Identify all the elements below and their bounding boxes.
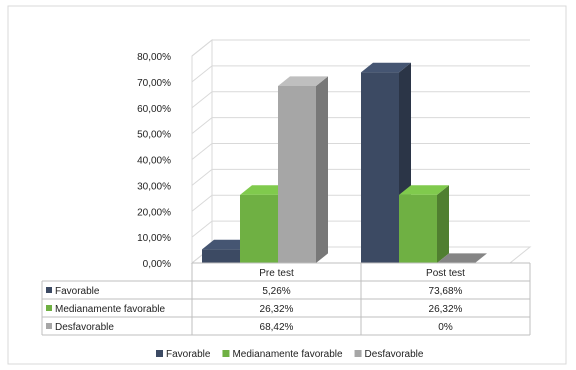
data-label: 73,68% <box>429 286 463 297</box>
bar-top <box>399 185 449 195</box>
data-label: 26,32% <box>429 304 463 315</box>
bar <box>437 253 487 263</box>
y-tick-label: 0,00% <box>143 259 171 270</box>
table-series-key <box>46 323 52 329</box>
legend: Favorable Medianamente favorable Desfavora… <box>156 349 424 360</box>
legend-label: Desfavorable <box>365 349 424 360</box>
x-tick-label: Post test <box>426 268 465 279</box>
bar <box>278 76 328 263</box>
bar-front <box>361 72 399 263</box>
bar <box>399 185 449 263</box>
gridline <box>191 117 530 135</box>
bars <box>202 62 487 264</box>
gridline <box>191 65 530 83</box>
bar-top <box>240 185 290 195</box>
y-tick-label: 60,00% <box>137 104 171 115</box>
y-axis-ticks: 0,00% 10,00% 20,00% 30,00% 40,00% 50,00% 60,00… <box>137 52 171 270</box>
gridline <box>191 91 530 109</box>
table-series-name: Medianamente favorable <box>55 304 166 315</box>
data-label: 5,26% <box>262 286 290 297</box>
y-tick-label: 80,00% <box>137 52 171 63</box>
legend-label: Medianamente favorable <box>232 349 343 360</box>
bar-front <box>202 249 240 263</box>
y-tick-label: 30,00% <box>137 181 171 192</box>
legend-swatch <box>222 350 230 357</box>
y-tick-label: 50,00% <box>137 130 171 141</box>
bar-side <box>316 76 328 263</box>
bar-top <box>361 62 411 73</box>
data-label: 68,42% <box>260 322 294 333</box>
gridline <box>191 39 530 57</box>
gridline <box>191 168 530 186</box>
y-tick-label: 10,00% <box>137 233 171 244</box>
bar-front <box>399 194 437 263</box>
bar-top <box>437 253 487 263</box>
y-tick-label: 70,00% <box>137 78 171 89</box>
y-tick-label: 20,00% <box>137 207 171 218</box>
bar-top <box>278 76 328 86</box>
legend-swatch <box>354 350 362 357</box>
data-table: Pre test Post test Favorable 5,26% 73,68% Med… <box>41 262 531 336</box>
data-label: 0% <box>438 322 453 333</box>
bar <box>361 62 411 264</box>
gridline <box>191 143 530 160</box>
bar-front <box>278 85 316 263</box>
legend-label: Favorable <box>166 349 211 360</box>
bar-side <box>437 185 449 263</box>
x-tick-label: Pre test <box>259 268 294 279</box>
table-series-name: Favorable <box>55 286 100 297</box>
table-series-key <box>46 287 52 293</box>
data-label: 26,32% <box>260 304 294 315</box>
bar-front <box>240 194 278 263</box>
legend-swatch <box>156 350 163 357</box>
bar-top <box>202 239 252 250</box>
y-tick-label: 40,00% <box>137 156 171 167</box>
chart-frame <box>7 5 567 365</box>
table-series-key <box>46 305 52 311</box>
table-series-name: Desfavorable <box>55 322 114 333</box>
